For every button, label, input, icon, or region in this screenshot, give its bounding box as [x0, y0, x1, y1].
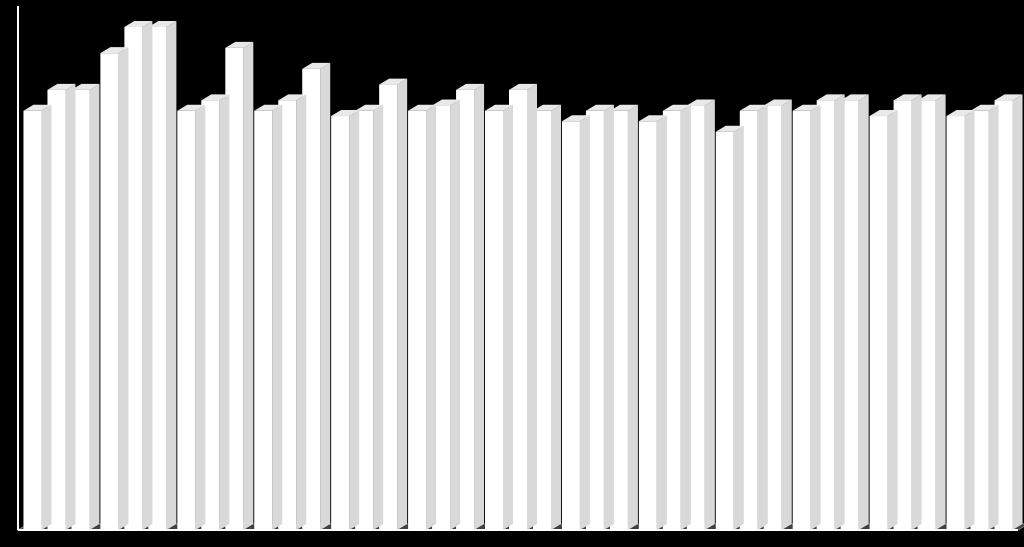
chart-canvas	[0, 0, 1024, 547]
bar-chart	[0, 0, 1024, 547]
